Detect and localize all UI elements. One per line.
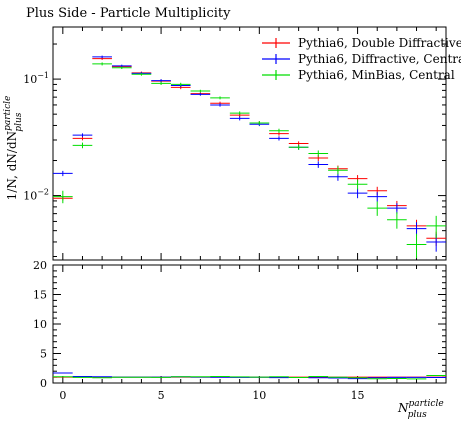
ratio-panel: 0 5 10 15 0 5 10 15 20 (33, 259, 447, 402)
data-point (72, 142, 93, 149)
series-1-main (53, 57, 446, 246)
main-panel: 10−2 10−1 (23, 26, 447, 261)
x-axis-label-sub: plus (408, 410, 427, 420)
data-point (92, 62, 112, 66)
data-point (387, 212, 407, 229)
y-tick-label: 10−1 (23, 71, 49, 86)
legend-item: Pythia6, Diffractive, Central (262, 52, 461, 66)
legend-item: Pythia6, Double Diffractive (262, 36, 461, 50)
data-point (53, 170, 73, 177)
legend: Pythia6, Double Diffractive Pythia6, Diff… (262, 36, 461, 82)
y-axis-label: 1/N, dN/dNparticleplus (3, 96, 24, 201)
data-point (151, 81, 171, 85)
series-2-main (53, 55, 446, 252)
data-point (269, 136, 289, 141)
y-tick-label: 10−2 (23, 188, 49, 203)
legend-item: Pythia6, MinBias, Central (262, 68, 455, 82)
data-point (229, 111, 250, 115)
main-series-group (53, 55, 446, 259)
data-point (210, 103, 230, 107)
main-panel-frame (52, 26, 447, 261)
svg-text:1/N, dN/dNparticleplus: 1/N, dN/dNparticleplus (3, 96, 24, 201)
data-point (53, 190, 73, 204)
data-point (170, 82, 191, 87)
legend-label: Pythia6, Diffractive, Central (298, 52, 461, 66)
data-point (426, 215, 446, 239)
data-point (229, 116, 250, 121)
data-point (387, 203, 407, 214)
data-point (269, 128, 289, 133)
x-tick-label: 15 (351, 389, 365, 402)
data-point (308, 161, 329, 168)
x-axis-label-main: N (397, 401, 409, 415)
ratio-axis-ticks: 0 5 10 15 0 5 10 15 20 (33, 259, 446, 402)
data-point (190, 89, 211, 93)
data-point (328, 166, 348, 175)
data-point (288, 144, 309, 150)
x-tick-label: 10 (252, 389, 266, 402)
x-axis-label-sup: particle (409, 399, 444, 409)
x-tick-label: 5 (158, 389, 165, 402)
ratio-y-tick-label: 15 (33, 289, 47, 302)
y-axis-label-sub: plus (14, 112, 24, 131)
svg-text:Nparticleplus: Nparticle plus (397, 399, 444, 420)
data-point (92, 55, 112, 59)
main-axis-ticks: 10−2 10−1 (23, 27, 446, 260)
ratio-y-tick-label: 5 (40, 348, 47, 361)
legend-label: Pythia6, MinBias, Central (298, 68, 455, 82)
data-point (406, 233, 427, 259)
data-point (367, 201, 388, 216)
ratio-panel-frame (52, 264, 447, 384)
ratio-y-tick-label: 10 (33, 318, 47, 331)
ratio-y-tick-label: 0 (40, 377, 47, 390)
data-point (210, 96, 230, 100)
data-point (367, 192, 388, 202)
y-axis-label-sup: particle (3, 96, 13, 131)
data-point (308, 150, 329, 157)
data-point (72, 136, 93, 141)
data-point (190, 92, 211, 96)
legend-label: Pythia6, Double Diffractive (298, 36, 461, 50)
y-axis-label-main: 1/N, dN/dN (5, 131, 19, 200)
ratio-y-tick-label: 20 (33, 259, 47, 272)
data-point (111, 66, 132, 70)
ratio-series-group (53, 372, 446, 380)
data-point (131, 72, 152, 76)
series-3-main (53, 62, 446, 259)
data-point (406, 222, 427, 236)
data-point (347, 188, 368, 199)
data-point (72, 133, 93, 138)
data-point (249, 121, 270, 125)
x-axis-label: Nparticle plus (397, 399, 444, 420)
chart-title: Plus Side - Particle Multiplicity (26, 6, 231, 21)
series-3-ratio (53, 374, 446, 380)
data-point (347, 179, 368, 190)
x-tick-label: 0 (59, 389, 66, 402)
